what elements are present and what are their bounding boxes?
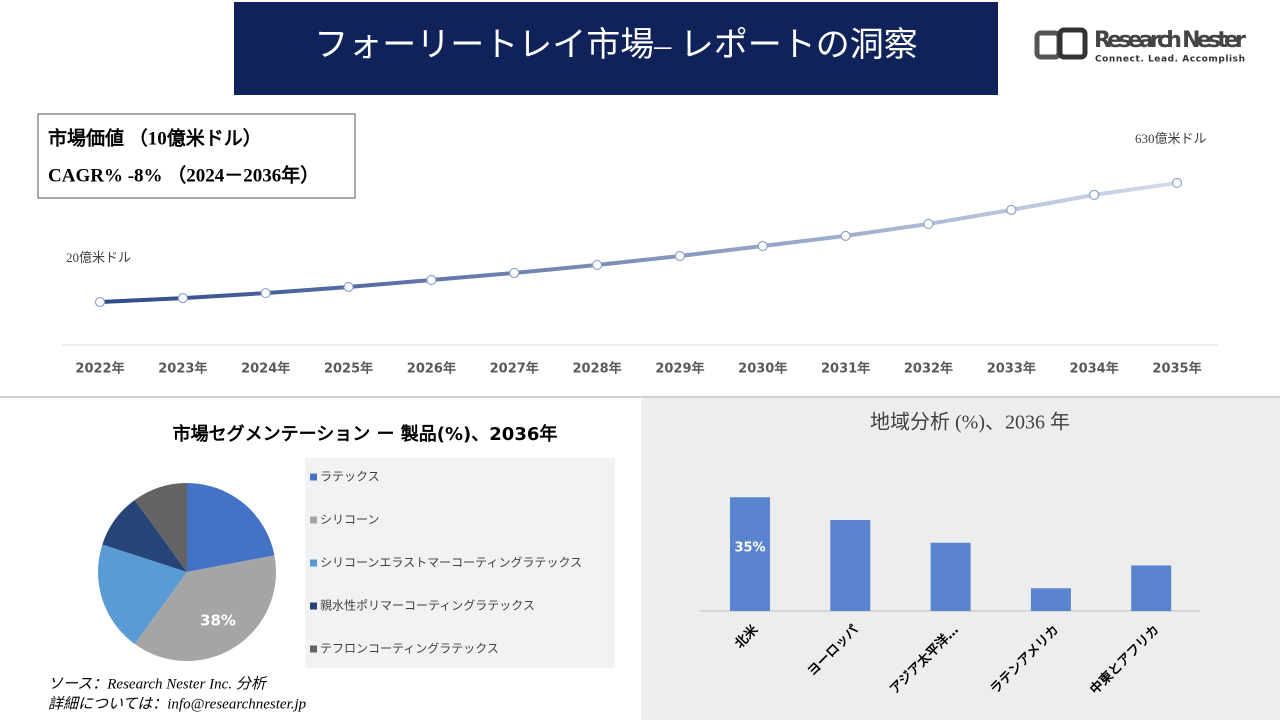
bar bbox=[730, 497, 770, 611]
x-tick-label: 2030年 bbox=[738, 361, 787, 377]
bar bbox=[930, 542, 971, 611]
x-tick-label: 2025年 bbox=[324, 361, 373, 377]
x-tick-label: 2023年 bbox=[158, 361, 207, 377]
bar bbox=[1030, 588, 1071, 611]
x-tick-label: 2028年 bbox=[572, 361, 621, 377]
point bbox=[840, 230, 851, 241]
legend-label: シリコーン bbox=[320, 513, 379, 527]
contact: 詳細については：info@researchnester.jp bbox=[48, 695, 307, 712]
header-title: フォーリートレイ市場– レポートの洞察 bbox=[314, 26, 918, 64]
pie-slice bbox=[187, 483, 275, 572]
legend-swatch bbox=[310, 645, 317, 653]
point bbox=[757, 240, 768, 252]
point bbox=[426, 274, 437, 286]
point bbox=[509, 267, 520, 279]
legend-label: ラテックス bbox=[320, 470, 380, 484]
value-label: 38% bbox=[200, 611, 236, 629]
point bbox=[674, 250, 686, 262]
point bbox=[94, 296, 106, 308]
point bbox=[591, 259, 603, 271]
chart-title: 市場セグメンテーション ー 製品(%)、2036年 bbox=[173, 423, 558, 445]
bar bbox=[1131, 565, 1172, 611]
x-tick-label: 2026年 bbox=[407, 361, 456, 377]
x-tick-label: 2033年 bbox=[987, 361, 1036, 377]
info-box bbox=[37, 113, 356, 199]
point bbox=[923, 218, 934, 230]
x-tick-label: 2024年 bbox=[241, 361, 290, 377]
point bbox=[343, 281, 354, 293]
value-label: 35% bbox=[734, 541, 765, 556]
pie-slice bbox=[134, 483, 187, 572]
value-label: 20億米ドル bbox=[66, 250, 131, 265]
legend-label: 親水性ポリマーコーティングラテックス bbox=[320, 599, 535, 613]
bar bbox=[830, 520, 871, 611]
pie-slice bbox=[97, 544, 187, 645]
chart-title: 地域分析 (%)、2036 年 bbox=[870, 411, 1070, 434]
x-tick-label: 2027年 bbox=[490, 361, 539, 377]
legend-label: テフロンコーティングラテックス bbox=[320, 642, 499, 656]
pie-slice bbox=[134, 555, 276, 662]
x-tick-label: 2029年 bbox=[655, 361, 704, 377]
legend-swatch bbox=[310, 559, 317, 567]
legend-swatch bbox=[310, 473, 317, 481]
cagr: CAGR% -8% （2024－2036年） bbox=[48, 163, 319, 186]
line bbox=[99, 180, 1178, 305]
x-tick-label: 2034年 bbox=[1070, 361, 1119, 377]
x-tick-label: 2031年 bbox=[821, 361, 870, 377]
logo-name: Research Nester bbox=[1094, 28, 1246, 53]
logo-tagline: Connect. Lead. Accomplish bbox=[1095, 55, 1245, 65]
x-tick-label: 2022年 bbox=[75, 361, 124, 377]
legend-label: シリコーンエラストマーコーティングラテックス bbox=[320, 556, 582, 570]
point bbox=[177, 293, 188, 304]
point bbox=[1006, 204, 1017, 215]
pie-slice bbox=[102, 499, 187, 572]
x-tick-label: 2032年 bbox=[904, 361, 953, 377]
x-tick-label: 2035年 bbox=[1152, 361, 1201, 377]
logo-icon bbox=[1034, 27, 1088, 60]
header-box bbox=[234, 2, 998, 95]
source: ソース：Research Nester Inc. 分析 bbox=[48, 675, 268, 692]
point bbox=[1089, 189, 1100, 200]
legend-swatch bbox=[310, 516, 317, 524]
value-label: 630億米ドル bbox=[1135, 131, 1207, 146]
legend-swatch bbox=[310, 602, 317, 610]
legend bbox=[305, 458, 615, 668]
point bbox=[260, 287, 271, 299]
point bbox=[1171, 177, 1183, 189]
market-value: 市場価値 （10億米ドル） bbox=[48, 126, 262, 149]
